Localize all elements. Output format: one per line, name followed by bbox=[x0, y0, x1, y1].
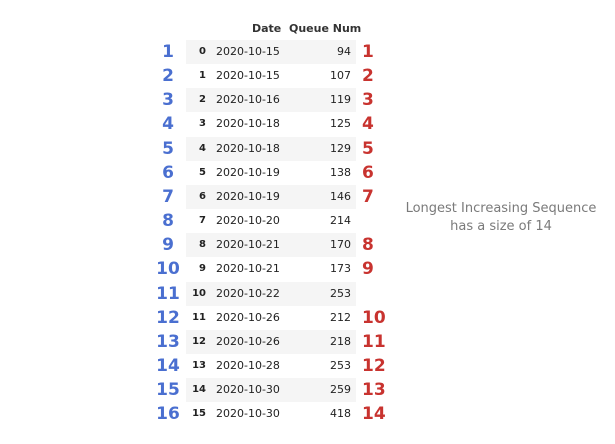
sequence-number-red: 1 bbox=[362, 42, 374, 62]
date-cell: 2020-10-18 bbox=[216, 141, 280, 155]
queue-num-cell: 259 bbox=[330, 383, 351, 397]
sequence-number-red: 14 bbox=[362, 404, 386, 425]
row-number-blue: 3 bbox=[162, 90, 174, 111]
row-number-blue: 16 bbox=[156, 404, 180, 425]
row-index: 14 bbox=[192, 384, 206, 396]
queue-num-cell: 94 bbox=[337, 45, 351, 58]
row-number-blue: 4 bbox=[162, 114, 174, 135]
date-cell: 2020-10-16 bbox=[216, 93, 280, 107]
row-index: 12 bbox=[192, 335, 206, 347]
row-index: 11 bbox=[192, 311, 206, 323]
row-index: 2 bbox=[199, 94, 206, 106]
table-row bbox=[186, 88, 356, 113]
queue-num-cell: 418 bbox=[330, 407, 351, 421]
sequence-number-red: 5 bbox=[362, 138, 374, 159]
row-index: 15 bbox=[192, 408, 206, 420]
row-number-blue: 10 bbox=[156, 259, 180, 280]
table-row bbox=[186, 40, 356, 64]
queue-num-cell: 119 bbox=[330, 93, 351, 107]
queue-num-cell: 129 bbox=[330, 141, 351, 155]
queue-num-cell: 253 bbox=[330, 358, 351, 372]
sequence-number-red: 9 bbox=[362, 259, 374, 280]
row-number-blue: 12 bbox=[156, 307, 180, 328]
row-number-blue: 9 bbox=[162, 235, 174, 256]
sequence-number-red: 10 bbox=[362, 307, 386, 328]
sequence-number-red: 8 bbox=[362, 235, 374, 256]
queue-num-cell: 107 bbox=[330, 69, 351, 83]
table-row bbox=[186, 378, 356, 403]
date-cell: 2020-10-18 bbox=[216, 117, 280, 131]
date-cell: 2020-10-15 bbox=[216, 45, 280, 58]
row-number-blue: 7 bbox=[162, 186, 174, 207]
queue-num-cell: 170 bbox=[330, 238, 351, 252]
sequence-number-red: 2 bbox=[362, 66, 374, 87]
queue-num-cell: 138 bbox=[330, 165, 351, 179]
row-number-blue: 13 bbox=[156, 331, 180, 352]
row-index: 6 bbox=[199, 190, 206, 202]
row-index: 3 bbox=[199, 118, 206, 130]
row-index: 9 bbox=[199, 263, 206, 275]
sequence-number-red: 12 bbox=[362, 355, 386, 376]
row-index: 13 bbox=[192, 359, 206, 371]
row-index: 5 bbox=[199, 166, 206, 178]
sequence-number-red: 3 bbox=[362, 90, 374, 111]
table-row bbox=[186, 329, 356, 354]
row-index: 4 bbox=[199, 142, 206, 154]
date-cell: 2020-10-20 bbox=[216, 214, 280, 228]
row-number-blue: 2 bbox=[162, 66, 174, 87]
row-index: 1 bbox=[199, 70, 206, 82]
sequence-number-red: 13 bbox=[362, 380, 386, 401]
sequence-number-red: 11 bbox=[362, 331, 386, 352]
row-index: 7 bbox=[199, 215, 206, 227]
sequence-number-red: 4 bbox=[362, 114, 374, 135]
date-cell: 2020-10-30 bbox=[216, 407, 280, 421]
date-cell: 2020-10-26 bbox=[216, 310, 280, 324]
table-row bbox=[186, 136, 356, 161]
table-row bbox=[186, 281, 356, 306]
row-number-blue: 11 bbox=[156, 283, 180, 304]
queue-num-cell: 218 bbox=[330, 334, 351, 348]
date-cell: 2020-10-21 bbox=[216, 238, 280, 252]
annotation-text: Longest Increasing Sequence has a size o… bbox=[398, 200, 604, 236]
row-index: 0 bbox=[199, 46, 206, 57]
queue-num-cell: 173 bbox=[330, 262, 351, 276]
row-number-blue: 8 bbox=[162, 211, 174, 232]
date-cell: 2020-10-21 bbox=[216, 262, 280, 276]
queue-num-cell: 125 bbox=[330, 117, 351, 131]
row-index: 8 bbox=[199, 239, 206, 251]
queue-num-cell: 212 bbox=[330, 310, 351, 324]
queue-num-cell: 253 bbox=[330, 286, 351, 300]
queue-num-cell: 146 bbox=[330, 189, 351, 203]
date-cell: 2020-10-26 bbox=[216, 334, 280, 348]
row-number-blue: 5 bbox=[162, 138, 174, 159]
date-cell: 2020-10-28 bbox=[216, 358, 280, 372]
sequence-number-red: 7 bbox=[362, 186, 374, 207]
date-cell: 2020-10-19 bbox=[216, 189, 280, 203]
date-cell: 2020-10-15 bbox=[216, 69, 280, 83]
row-number-blue: 15 bbox=[156, 380, 180, 401]
row-number-blue: 1 bbox=[162, 42, 174, 62]
row-index: 10 bbox=[192, 287, 206, 299]
queue-num-cell: 214 bbox=[330, 214, 351, 228]
annotation-line-1: Longest Increasing Sequence bbox=[405, 201, 597, 216]
row-number-blue: 14 bbox=[156, 355, 180, 376]
table-row bbox=[186, 233, 356, 258]
row-number-blue: 6 bbox=[162, 162, 174, 183]
header-queue-num: Queue Num bbox=[289, 22, 362, 35]
table-row bbox=[186, 184, 356, 209]
date-cell: 2020-10-19 bbox=[216, 165, 280, 179]
sequence-number-red: 6 bbox=[362, 162, 374, 183]
date-cell: 2020-10-30 bbox=[216, 383, 280, 397]
annotation-line-2: has a size of 14 bbox=[450, 219, 552, 234]
date-cell: 2020-10-22 bbox=[216, 286, 280, 300]
header-date: Date bbox=[252, 22, 282, 35]
